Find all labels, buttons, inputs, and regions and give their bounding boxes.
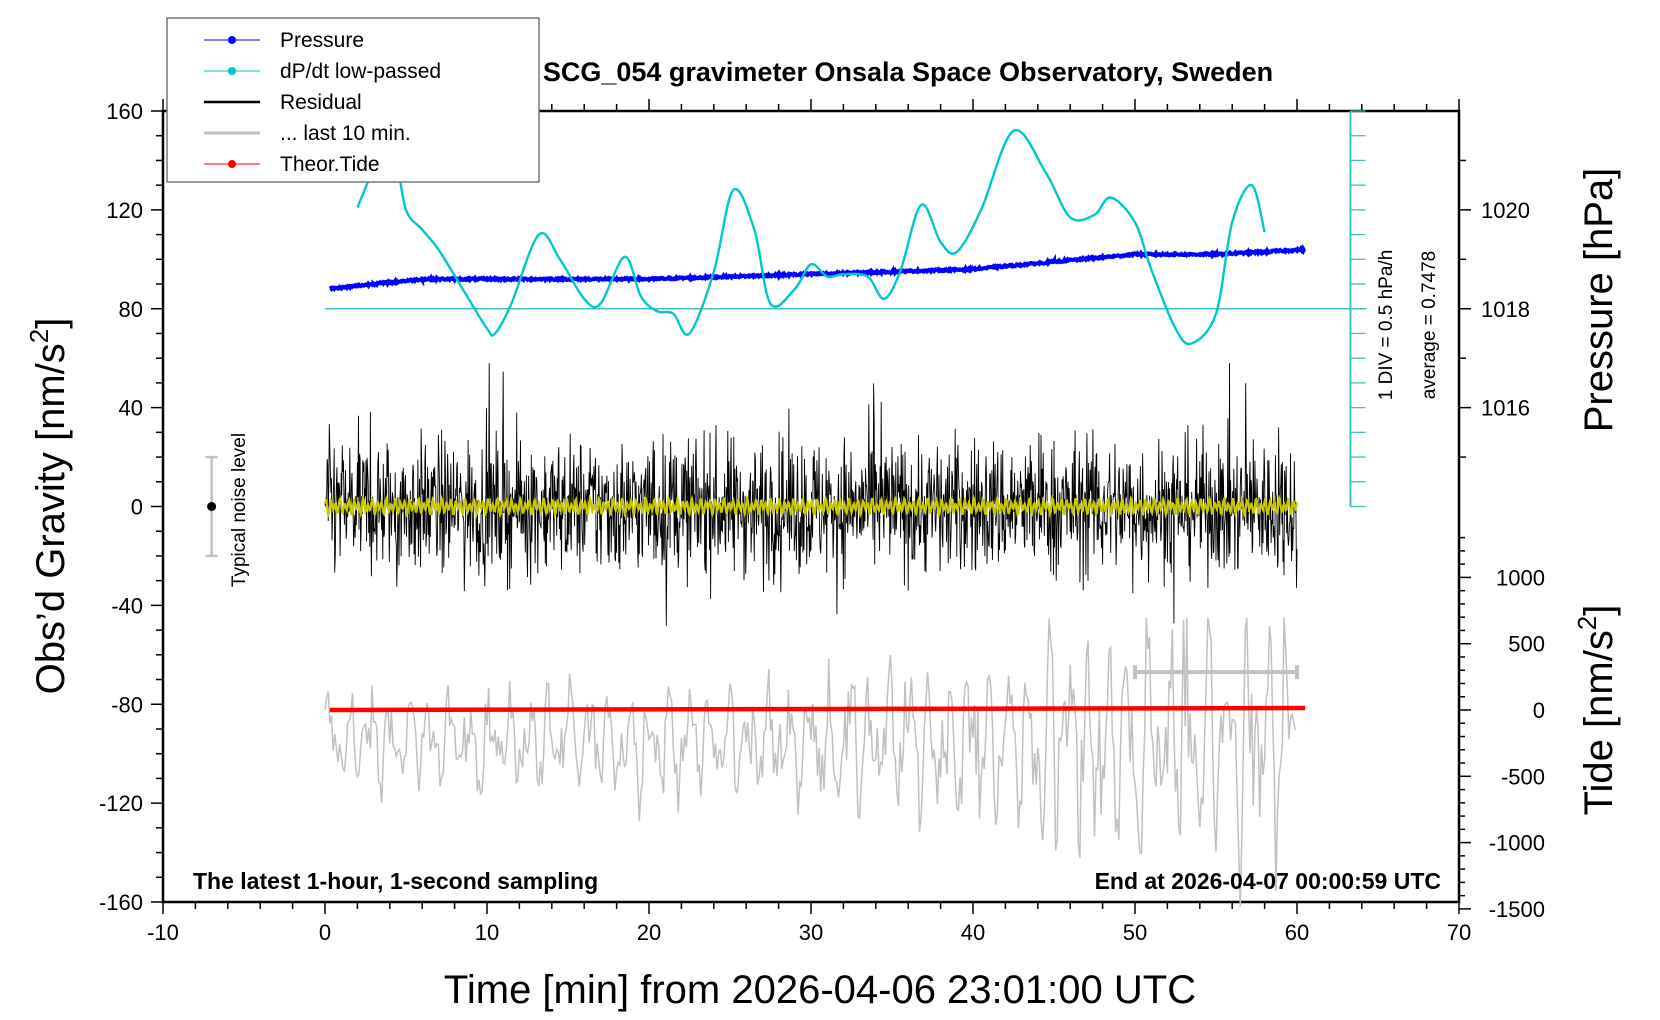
y-axis-tide-title: Tide [nm/s2]	[1572, 605, 1621, 816]
y-axis-tide-title-sup: 2	[1572, 616, 1602, 630]
x-tick-label: 30	[799, 920, 823, 945]
y-tick-label: -120	[99, 791, 143, 816]
x-tick-label: 10	[475, 920, 499, 945]
x-tick-label: -10	[147, 920, 179, 945]
x-axis: -10 0 10 20 30 40 50 60 70	[147, 902, 1471, 945]
pressure-tick-label: 1018	[1481, 297, 1530, 322]
pressure-line	[328, 244, 1307, 292]
legend-label: Pressure	[280, 29, 364, 52]
y-tick-label: 80	[119, 297, 143, 322]
dpdt-average-label: average = 0.7478	[1419, 251, 1440, 399]
y-axis-left: 160 120 80 40 0 -40 -80 -120 -160	[99, 99, 163, 915]
chart-title: SCG_054 gravimeter Onsala Space Observat…	[543, 57, 1273, 87]
tide-tick-label: -1000	[1489, 831, 1545, 856]
dpdt-reference-axis	[325, 110, 1367, 508]
y-tick-label: 40	[119, 396, 143, 421]
x-tick-label: 20	[637, 920, 661, 945]
x-tick-label: 50	[1123, 920, 1147, 945]
legend-label: Theor.Tide	[280, 153, 380, 176]
tide-tick-label: 0	[1533, 698, 1545, 723]
x-tick-label: 70	[1447, 920, 1471, 945]
last-10-min-line	[324, 617, 1297, 907]
legend: Pressure dP/dt low-passed Residual ... last…	[166, 17, 540, 183]
y-tick-label: -80	[111, 692, 143, 717]
y-axis-left-title-end: ]	[29, 318, 73, 329]
x-tick-label: 60	[1285, 920, 1309, 945]
dpdt-div-label: 1 DIV = 0.5 hPa/h	[1376, 250, 1397, 401]
theor-tide-line	[329, 705, 1306, 713]
noise-center-dot	[207, 502, 217, 511]
y-tick-label: -40	[111, 593, 143, 618]
tide-tick-label: -500	[1501, 764, 1545, 789]
tide-tick-label: 500	[1508, 632, 1545, 657]
y-axis-tide-title-end: ]	[1577, 605, 1621, 616]
legend-box	[166, 17, 540, 183]
legend-label: Residual	[280, 91, 362, 114]
residual-lowpass-line	[323, 494, 1299, 520]
tide-tick-label: -1500	[1489, 897, 1545, 922]
y-axis-left-title-sup: 2	[24, 329, 54, 343]
legend-marker-4	[228, 160, 236, 168]
noise-level-indicator	[205, 455, 218, 558]
y-axis-tide-title-main: Tide [nm/s	[1577, 630, 1621, 815]
y-axis-pressure: 1020 1018 1016	[1459, 159, 1530, 458]
annotation-end-time: End at 2026-04-07 00:00:59 UTC	[1095, 868, 1441, 894]
residual-line	[324, 363, 1298, 626]
pressure-tick-label: 1016	[1481, 396, 1530, 421]
noise-level-label: Typical noise level	[229, 433, 250, 587]
y-axis-left-title: Obs’d Gravity [nm/s2]	[24, 318, 73, 695]
pressure-tick-label: 1020	[1481, 198, 1530, 223]
x-axis-title: Time [min] from 2026-04-06 23:01:00 UTC	[444, 968, 1196, 1012]
y-tick-label: 120	[106, 198, 143, 223]
dpdt-line	[356, 128, 1266, 346]
x-tick-label: 40	[961, 920, 985, 945]
tide-tick-label: 1000	[1496, 565, 1545, 590]
series-layer	[323, 128, 1307, 907]
legend-label: ... last 10 min.	[280, 122, 411, 145]
y-axis-tide: 1000 500 0 -500 -1000 -1500	[1459, 536, 1545, 922]
y-axis-pressure-title: Pressure [hPa]	[1577, 168, 1621, 433]
y-tick-label: 160	[106, 99, 143, 124]
legend-marker-0	[228, 36, 236, 44]
y-tick-label: -160	[99, 890, 143, 915]
y-axis-left-title-main: Obs’d Gravity [nm/s	[29, 343, 73, 694]
x-tick-label: 0	[319, 920, 331, 945]
legend-marker-1	[228, 67, 236, 75]
y-tick-label: 0	[131, 495, 143, 520]
legend-label: dP/dt low-passed	[280, 60, 441, 83]
annotation-sampling: The latest 1-hour, 1-second sampling	[193, 868, 598, 894]
